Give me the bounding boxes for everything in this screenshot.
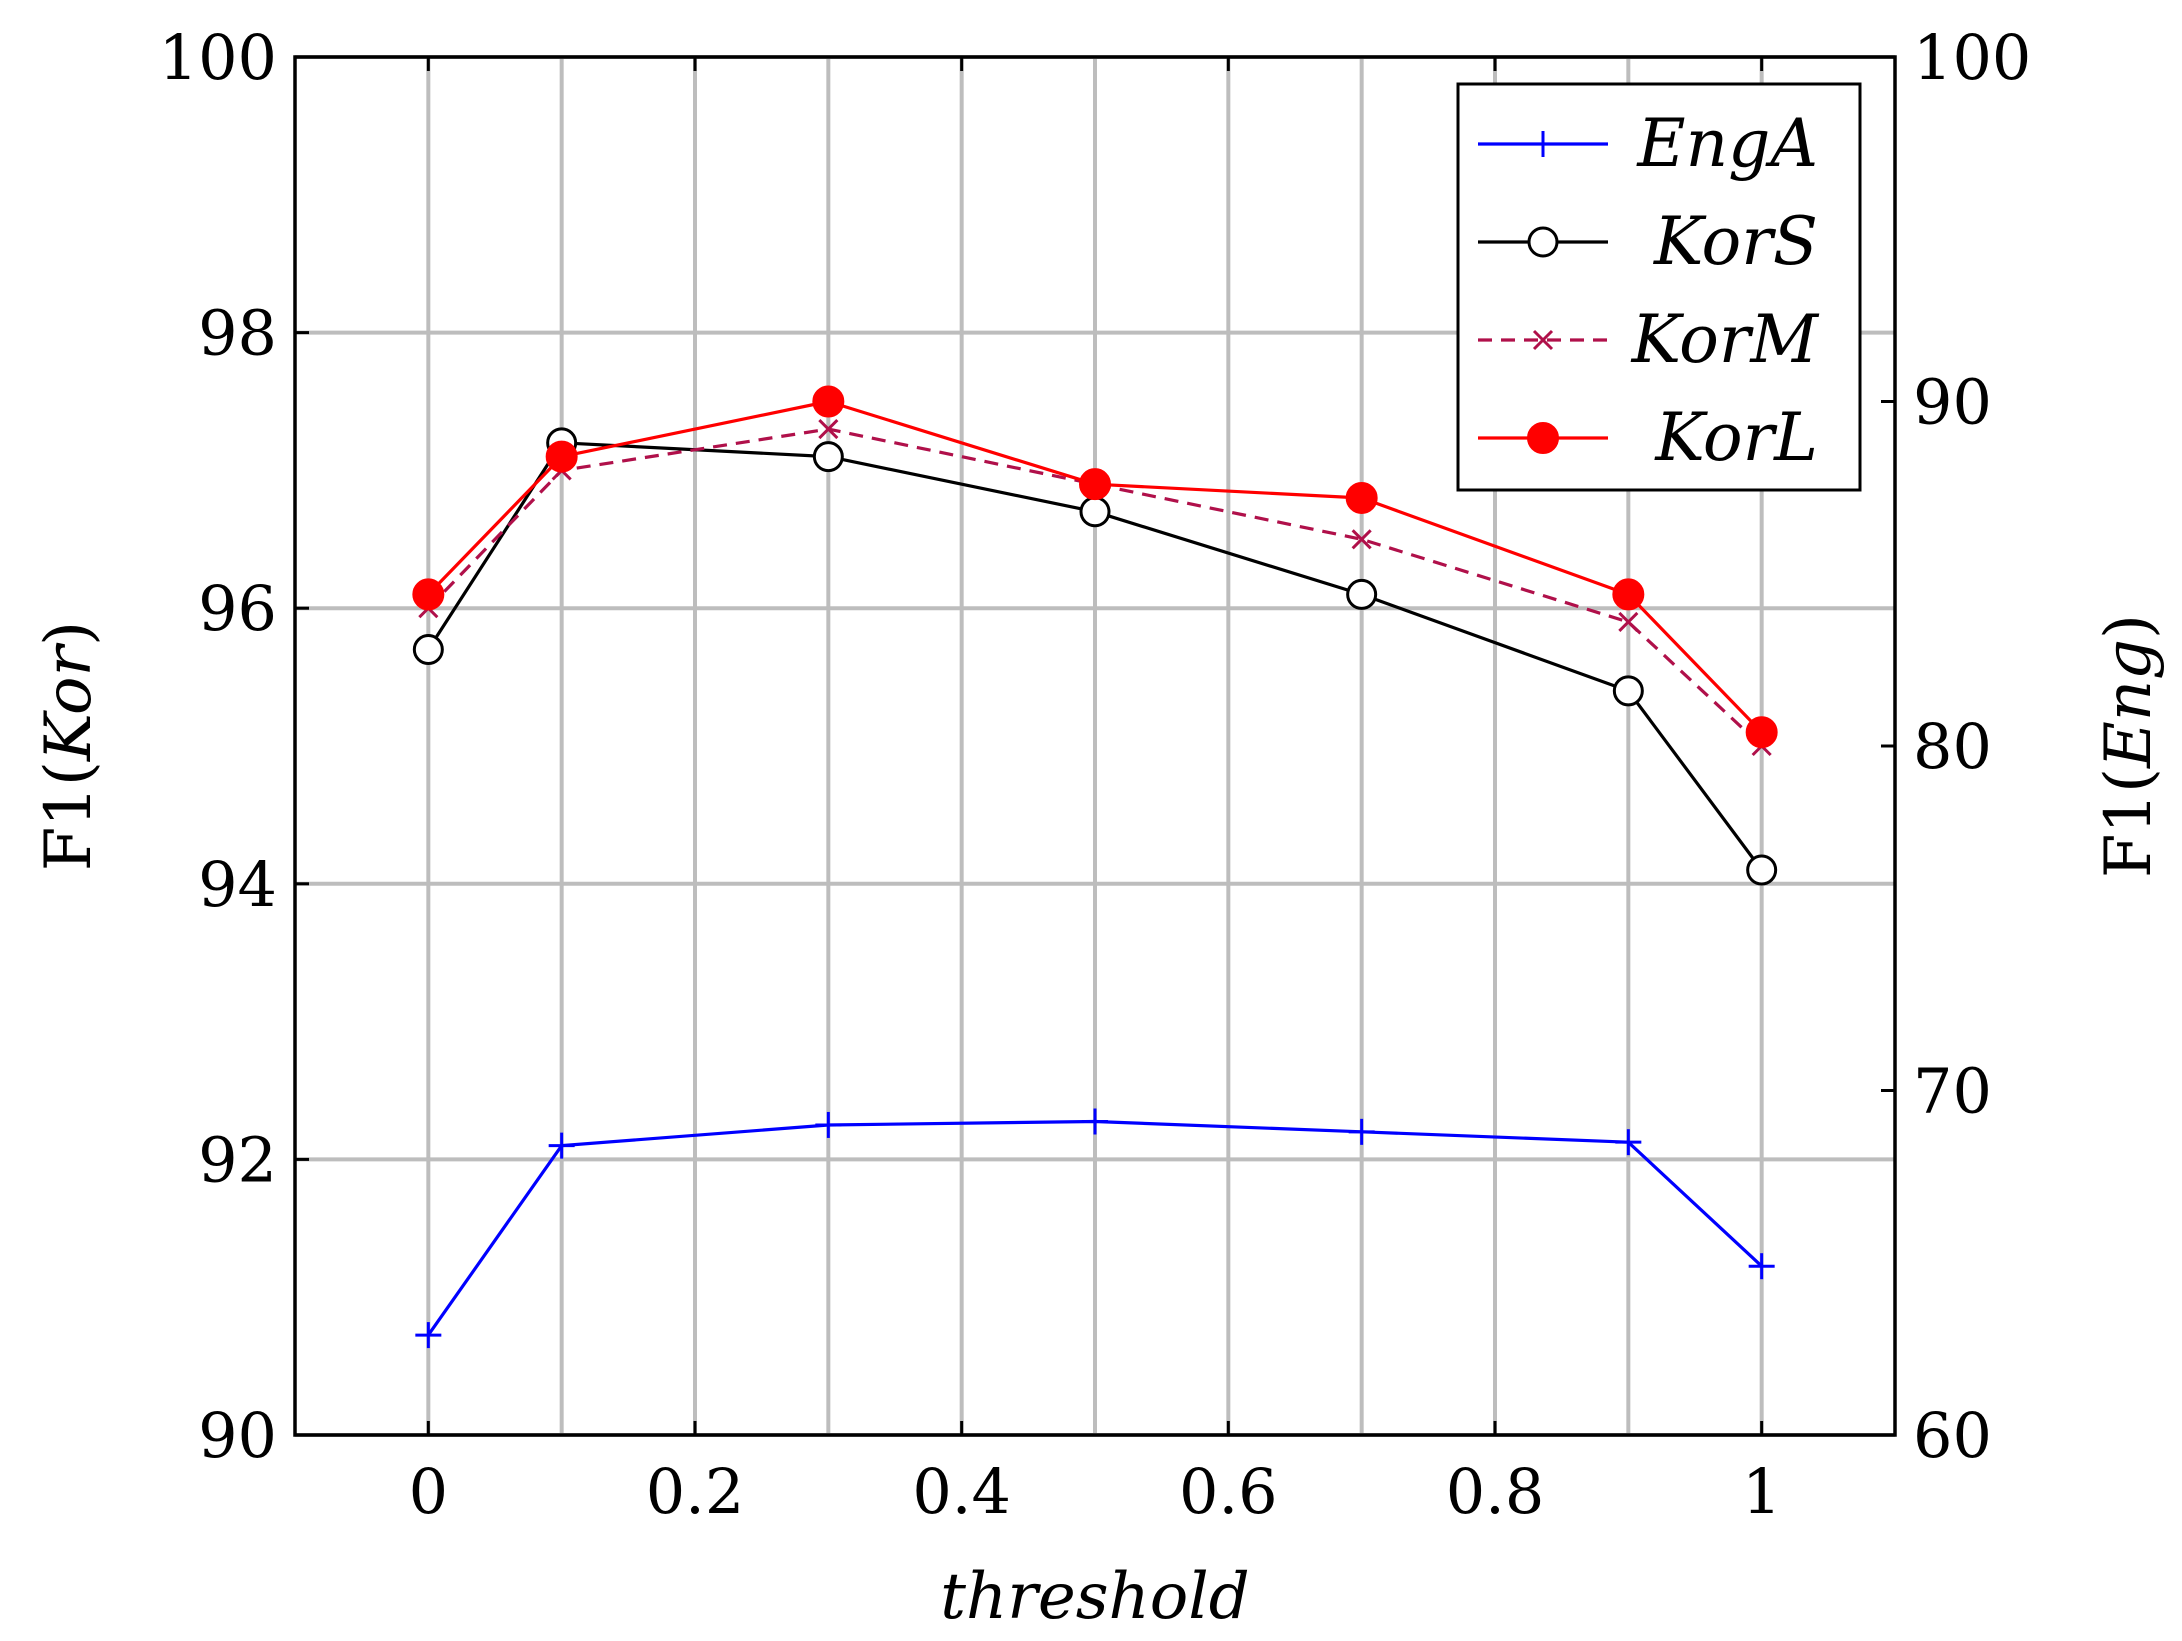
y-tick-label-right: 70 [1913,1055,1992,1128]
y-tick-label-left: 98 [198,297,277,370]
data-point-KorS [1612,675,1644,707]
data-point-KorL [1612,578,1645,611]
y2-title-prefix: F1( [2092,768,2166,878]
data-point-KorS [1746,854,1778,886]
x-tick-label: 0.8 [1446,1455,1545,1528]
series-EngA [415,1108,1775,1349]
y-axis-title-left: F1(Kor) [32,621,106,871]
y-tick-label-right: 90 [1913,366,1992,439]
y-title-prefix: F1( [32,761,106,871]
legend: EngA KorS KorM KorL [1456,82,1862,492]
x-tick-label: 0.6 [1179,1455,1278,1528]
y-axis-title-right: F1(Eng) [2092,614,2166,878]
y-tick-label-left: 94 [198,848,277,921]
legend-marker [1532,329,1554,351]
legend-marker [1527,226,1559,258]
y-title-suffix: ) [32,621,106,646]
y-tick-label-right: 100 [1913,21,2031,94]
data-point-KorM [1351,529,1372,550]
data-point-KorL [1345,481,1378,514]
y2-title-suffix: ) [2092,614,2166,639]
x-axis-title: threshold [940,1560,1249,1634]
legend-label: EngA [1636,105,1818,182]
x-tick-label: 1 [1742,1455,1781,1528]
y-tick-label-left: 92 [198,1123,277,1196]
ticks [295,55,1895,1437]
y-tick-label-right: 60 [1913,1399,1992,1472]
legend-item-KorS: KorS [1478,203,1818,280]
tick-labels: 0 0.2 0.4 0.6 0.8 1 90 92 94 96 98 100 60 70 80 90 100 [159,21,2032,1528]
legend-item-EngA: EngA [1478,105,1818,182]
legend-item-KorM: KorM [1478,301,1819,378]
legend-box [1456,82,1862,492]
legend-label: KorM [1631,301,1820,378]
data-point-KorM [818,418,839,440]
series-KorL [412,385,1778,749]
y2-title-italic: Eng [2092,639,2166,769]
legend-marker [1527,422,1559,454]
y-tick-label-left: 90 [198,1399,277,1472]
x-tick-label: 0.4 [912,1455,1011,1528]
data-point-KorS [412,634,444,666]
data-point-KorM [1618,611,1639,633]
data-point-KorL [812,385,845,418]
y-tick-label-left: 100 [159,21,277,94]
data-point-KorL [1745,716,1778,749]
data-point-KorS [812,441,844,473]
data-point-KorL [545,440,578,473]
data-point-KorL [412,578,445,611]
series-layer [412,385,1778,1349]
data-point-KorS [1346,578,1378,610]
y-tick-label-left: 96 [198,572,277,645]
x-tick-label: 0.2 [646,1455,745,1528]
data-point-KorL [1079,468,1111,501]
x-tick-label: 0 [409,1455,448,1528]
legend-label: KorS [1653,203,1818,280]
y-title-italic: Kor [32,642,106,762]
y-tick-label-right: 80 [1913,710,1992,783]
legend-label: KorL [1654,399,1818,476]
legend-item-KorL: KorL [1478,399,1818,476]
data-point-KorS [1079,496,1111,528]
